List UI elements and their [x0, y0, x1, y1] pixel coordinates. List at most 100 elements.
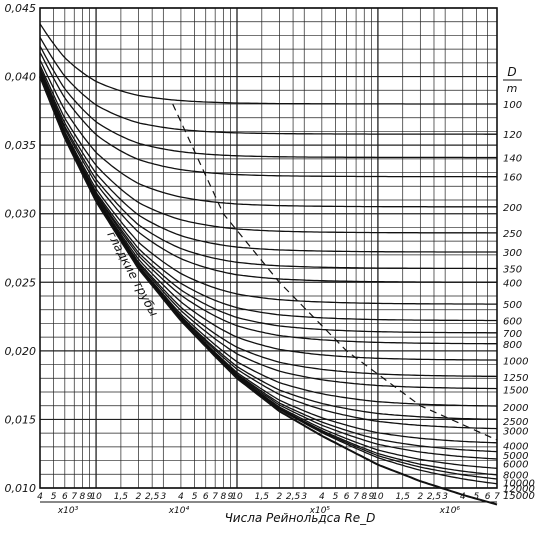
- x-tick-label: 1,5: [255, 492, 270, 502]
- x-tick-label: 2,5: [427, 492, 442, 502]
- x-tick-label: 8: [80, 492, 86, 502]
- ratio-label: 200: [503, 203, 522, 214]
- plot-border: [39, 7, 498, 489]
- ratio-label: 1000: [503, 356, 528, 367]
- x-multiplier-label: x10⁴: [168, 506, 190, 516]
- x-tick-label: 6: [344, 492, 350, 502]
- x-tick-label: 9: [228, 492, 234, 502]
- x-tick-label: 2: [417, 492, 423, 502]
- x-tick-label: 1,5: [114, 492, 129, 502]
- x-tick-label: 2,5: [286, 492, 301, 502]
- x-tick-label: 3: [301, 492, 307, 502]
- x-tick-label: 9: [87, 492, 93, 502]
- x-multiplier-label: x10³: [57, 506, 79, 516]
- x-tick-label: 6: [62, 492, 68, 502]
- ratio-label: 6000: [503, 459, 528, 470]
- ratio-label: 8000: [503, 470, 528, 481]
- x-tick-label: 4: [37, 492, 43, 502]
- y-tick-label: 0,015: [5, 413, 37, 426]
- ratio-label: 350: [503, 265, 522, 276]
- x-tick-label: 2: [277, 492, 283, 502]
- x-tick-label: 7: [494, 492, 500, 502]
- ratio-label: 2500: [503, 417, 528, 428]
- rough-curve: [39, 59, 497, 208]
- ratio-label: 2000: [503, 403, 528, 414]
- rough-curve: [39, 72, 497, 305]
- x-tick-label: 5: [51, 492, 57, 502]
- x-tick-label: 2,5: [145, 492, 160, 502]
- x-tick-label: 8: [361, 492, 367, 502]
- x-tick-label: 5: [474, 492, 480, 502]
- ratio-label: 160: [503, 173, 522, 184]
- rough-curve: [39, 73, 497, 322]
- x-multiplier-label: x10⁶: [439, 506, 461, 516]
- ratio-header-top: D: [507, 65, 516, 79]
- ratio-header-bottom: m: [507, 82, 518, 95]
- rough-curve: [39, 74, 497, 345]
- ratio-label: 10000: [503, 479, 535, 490]
- x-tick-label: 6: [203, 492, 209, 502]
- ratio-label: 250: [503, 229, 522, 240]
- x-tick-label: 4: [178, 492, 184, 502]
- rough-curve: [39, 36, 497, 135]
- ratio-label: 800: [503, 340, 522, 351]
- rough-curve: [39, 51, 497, 178]
- rough-curve: [39, 23, 497, 105]
- x-tick-label: 2: [136, 492, 142, 502]
- ratio-label: 700: [503, 329, 522, 340]
- y-tick-label: 0,040: [5, 71, 37, 84]
- ratio-label: 1500: [503, 385, 528, 396]
- x-tick-label: 6: [485, 492, 491, 502]
- boundary-line: [172, 103, 498, 441]
- ratio-label: 140: [503, 153, 522, 164]
- ratio-label: 600: [503, 317, 522, 328]
- x-multiplier-label: x10⁵: [309, 506, 331, 516]
- rough-pipe-curves: [39, 23, 498, 485]
- x-tick-label: 7: [353, 492, 359, 502]
- x-tick-label: 4: [319, 492, 325, 502]
- x-tick-label: 10: [90, 492, 102, 502]
- x-tick-label: 5: [333, 492, 339, 502]
- ratio-label: 3000: [503, 426, 528, 437]
- transition-boundary: [172, 103, 498, 441]
- x-tick-label: 4: [460, 492, 466, 502]
- ratio-label: 120: [503, 130, 522, 141]
- plot-frame: [39, 7, 498, 503]
- rough-curve: [39, 75, 498, 361]
- x-tick-label: 3: [442, 492, 448, 502]
- rough-curve: [39, 76, 498, 485]
- rough-curve: [39, 71, 497, 283]
- ratio-label: 1250: [503, 373, 528, 384]
- rough-curve: [39, 76, 498, 476]
- y-tick-label: 0,035: [5, 139, 37, 152]
- smooth-curve: [39, 76, 498, 506]
- ratio-label: 500: [503, 300, 522, 311]
- y-tick-label: 0,045: [5, 2, 37, 15]
- ratio-label: 300: [503, 248, 522, 259]
- rough-curve: [39, 64, 497, 234]
- rough-curve: [39, 45, 497, 159]
- x-tick-label: 7: [71, 492, 77, 502]
- smooth-pipe-curve: [39, 76, 498, 506]
- x-tick-label: 8: [220, 492, 226, 502]
- axis-labels: 0,010 0,015 0,020 0,025 0,030 0,035 0,040 0,045…: [5, 2, 535, 516]
- rough-curve: [39, 76, 498, 453]
- x-tick-label: 7: [212, 492, 218, 502]
- grid-lines: [39, 7, 498, 489]
- y-tick-label: 0,030: [5, 208, 37, 221]
- x-tick-label: 3: [160, 492, 166, 502]
- rough-curve: [39, 67, 497, 253]
- x-tick-label: 10: [372, 492, 384, 502]
- y-tick-label: 0,010: [5, 482, 37, 495]
- ratio-label: 15000: [503, 491, 535, 502]
- ratio-label: 5000: [503, 451, 528, 462]
- x-tick-label: 5: [192, 492, 198, 502]
- ratio-label: 4000: [503, 441, 528, 452]
- rough-curve: [39, 75, 498, 378]
- rough-curve: [39, 76, 498, 469]
- rough-curve: [39, 69, 497, 270]
- ratio-label: 12000: [503, 484, 535, 495]
- y-tick-label: 0,020: [5, 345, 37, 358]
- ratio-label: 100: [503, 100, 522, 111]
